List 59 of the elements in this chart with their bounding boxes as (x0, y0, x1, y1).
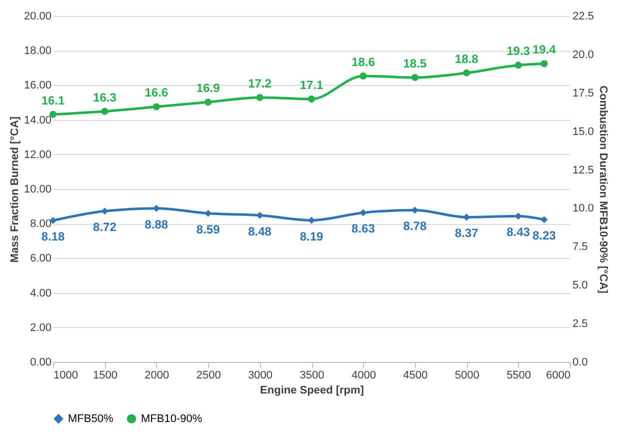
y-tick-label: 12.00 (24, 148, 52, 161)
x-tick-label: 5500 (506, 370, 532, 382)
x-tick-label: 4500 (403, 370, 428, 382)
data-label: 8.72 (93, 220, 117, 234)
x-tick-label: 2000 (144, 370, 170, 382)
data-label: 19.4 (532, 42, 556, 57)
x-tick-label: 1000 (54, 370, 78, 382)
data-label: 16.1 (41, 93, 65, 108)
y-tick-label: 2.00 (30, 322, 52, 334)
x-tick-label: 3500 (300, 370, 324, 382)
data-label: 8.18 (41, 229, 65, 244)
y2-tick-label: 2.5 (572, 318, 588, 330)
data-label: 18.6 (352, 54, 376, 69)
data-label: 8.37 (454, 226, 479, 240)
data-label: 8.48 (248, 224, 272, 238)
y2-tick-label: 15.0 (572, 126, 594, 138)
y2-tick-label: 0.0 (572, 356, 588, 368)
legend-label: MFB50% (68, 412, 114, 425)
x-tick-label: 1500 (92, 370, 118, 382)
data-label: 17.1 (300, 78, 324, 92)
y2-tick-label: 5.0 (572, 280, 588, 292)
y-tick-label: 8.00 (30, 218, 52, 230)
y-tick-label: 18.00 (24, 45, 52, 58)
data-label: 19.3 (506, 44, 530, 58)
y-tick-label: 14.00 (24, 114, 52, 126)
data-label: 8.19 (300, 229, 324, 244)
y2-tick-label: 10.0 (572, 202, 594, 215)
x-tick-label: 3000 (248, 370, 273, 382)
data-label: 17.2 (248, 76, 272, 90)
y-tick-label: 0.00 (30, 356, 52, 368)
y2-tick-label: 7.5 (572, 241, 588, 254)
y2-tick-label: 12.5 (572, 164, 594, 176)
data-label: 16.9 (196, 81, 220, 96)
y-tick-label: 10.00 (24, 184, 52, 196)
y2-tick-label: 20.0 (572, 48, 594, 61)
data-label: 8.78 (403, 219, 427, 234)
x-tick-label: 6000 (546, 370, 570, 382)
data-label: 8.43 (506, 225, 530, 240)
data-label: 8.63 (352, 222, 376, 236)
data-label: 8.59 (196, 222, 220, 236)
x-axis-title: Engine Speed [rpm] (260, 384, 364, 396)
y-tick-label: 20.00 (24, 10, 52, 22)
y-tick-label: 4.00 (30, 287, 52, 300)
data-label: 16.3 (93, 90, 117, 104)
data-label: 18.5 (403, 56, 427, 71)
x-tick-label: 5000 (454, 370, 480, 382)
y-tick-label: 6.00 (30, 252, 52, 265)
x-tick-label: 4000 (351, 370, 376, 382)
x-tick-label: 2500 (196, 370, 221, 382)
y-axis-title: Mass Fraction Burned [°CA] (8, 116, 21, 263)
data-label: 8.23 (532, 228, 556, 243)
y2-tick-label: 22.5 (572, 10, 594, 22)
data-label: 8.88 (144, 217, 168, 232)
data-label: 16.6 (144, 86, 168, 100)
y2-axis-title: Combustion Duration MFB10-90% [°CA] (596, 86, 609, 294)
y2-tick-label: 17.5 (572, 87, 594, 100)
y-tick-label: 16.00 (24, 80, 52, 92)
legend-label: MFB10-90% (141, 412, 202, 425)
data-label: 18.8 (454, 52, 479, 66)
